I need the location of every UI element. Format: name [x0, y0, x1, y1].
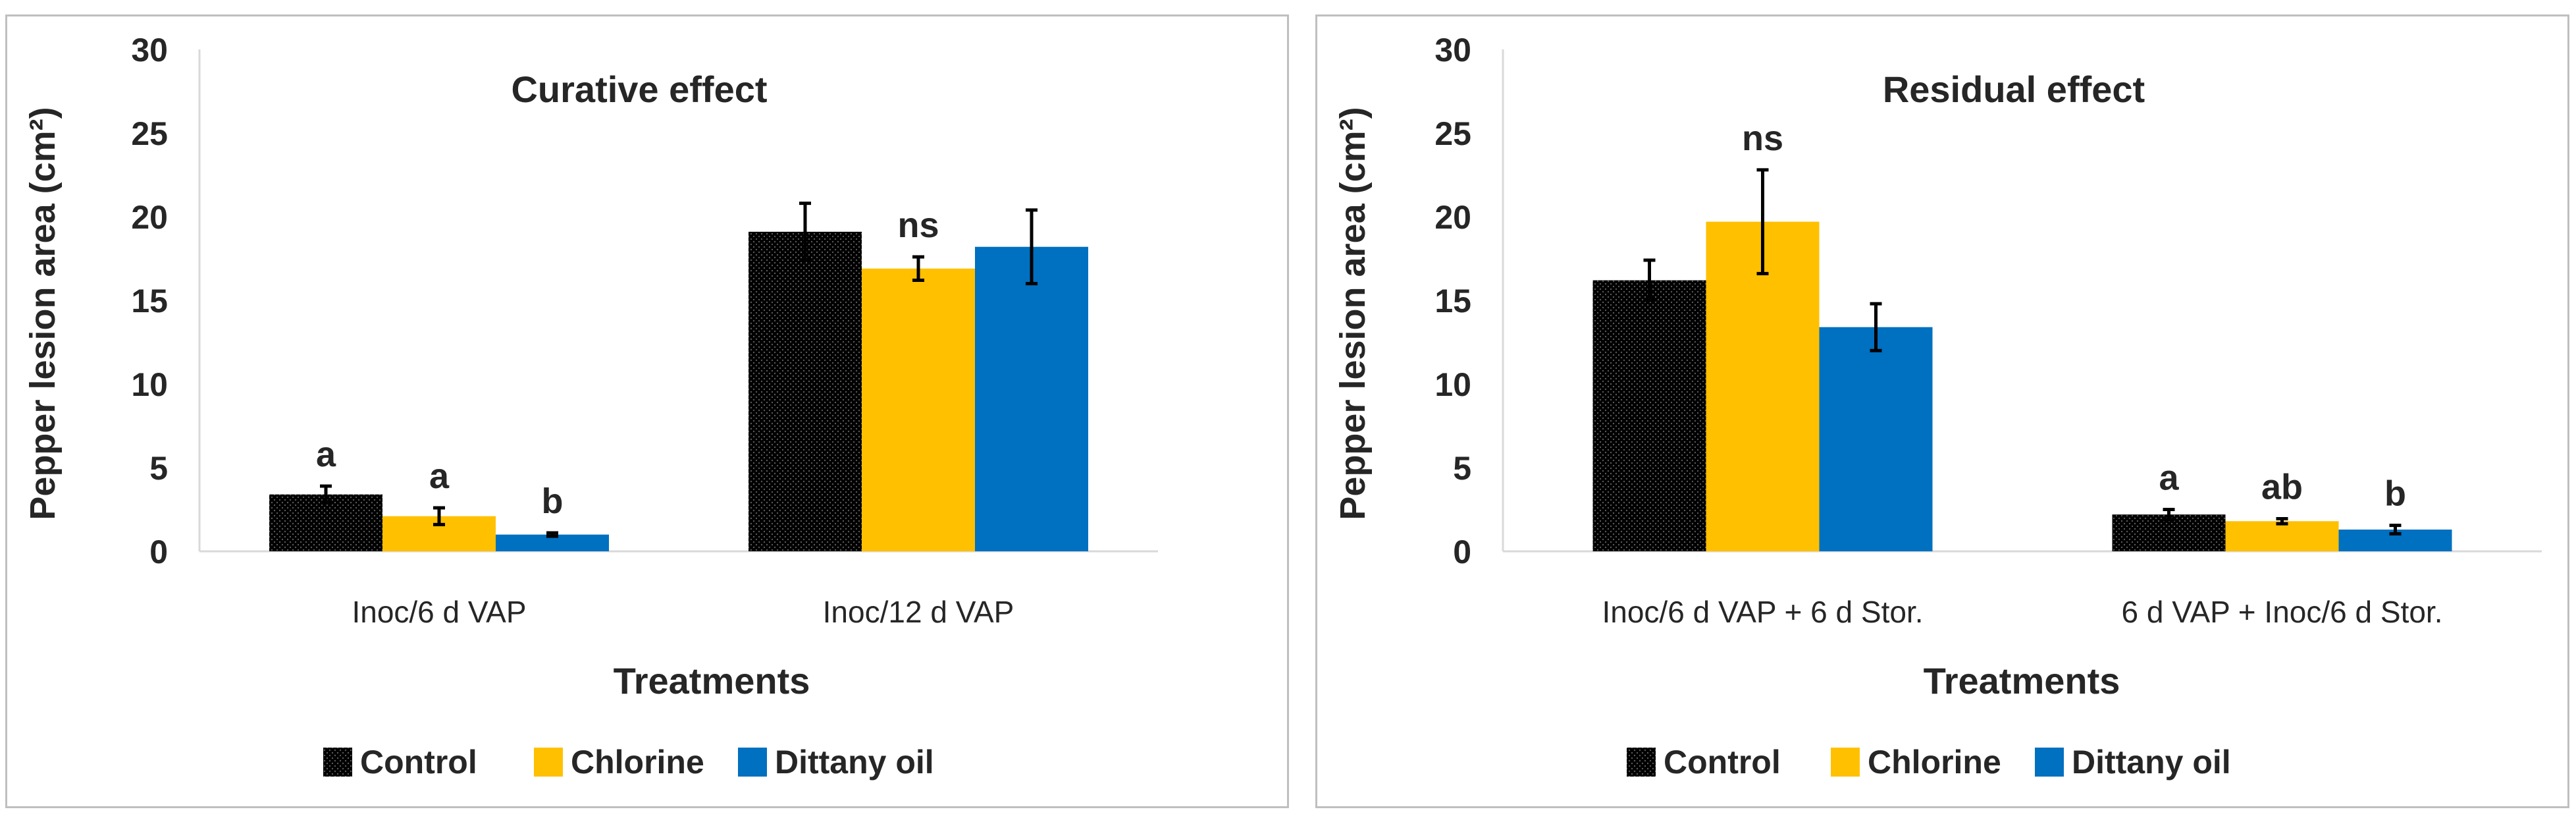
bar-dittany-oil — [975, 246, 1088, 551]
legend-label-chlorine: Chlorine — [1868, 744, 2001, 781]
significance-label: ab — [2261, 467, 2303, 507]
bar-chlorine — [862, 268, 975, 551]
legend-swatch-dittany-oil — [2035, 748, 2064, 777]
y-tick-label: 15 — [131, 283, 168, 319]
significance-label: ns — [1742, 119, 1783, 158]
y-tick-label: 0 — [1453, 534, 1471, 570]
y-tick-label: 20 — [131, 199, 168, 236]
legend-swatch-control — [323, 748, 352, 777]
significance-label: a — [2159, 458, 2179, 498]
significance-label: a — [316, 435, 336, 474]
x-tick-label: Inoc/6 d VAP — [352, 595, 526, 629]
chart-residual: Residual effect 0 5 10 15 20 25 30 Pepper lesion… — [1333, 32, 2542, 781]
y-axis-label: Pepper lesion area (cm²) — [23, 107, 63, 520]
significance-label: a — [429, 456, 450, 496]
y-tick-label: 10 — [1434, 366, 1471, 403]
y-tick-label: 20 — [1434, 199, 1471, 236]
y-tick-label: 10 — [131, 366, 168, 403]
y-tick-label: 0 — [149, 534, 168, 570]
bar-chlorine — [1706, 221, 1820, 551]
y-tick-label: 25 — [1434, 115, 1471, 152]
y-tick-label: 15 — [1434, 283, 1471, 319]
legend-label-control: Control — [1664, 744, 1781, 781]
legend-swatch-chlorine — [534, 748, 563, 777]
significance-label: b — [2384, 474, 2406, 514]
y-axis-label: Pepper lesion area (cm²) — [1333, 107, 1373, 520]
x-tick-label: Inoc/12 d VAP — [823, 595, 1014, 629]
x-axis-label: Treatments — [614, 660, 810, 701]
legend-label-control: Control — [360, 744, 477, 781]
legend-swatch-control — [1627, 748, 1656, 777]
bar-control — [1592, 280, 1706, 551]
chart-curative: Curative effect 0 5 10 15 20 25 30 Pepper lesion… — [23, 32, 1158, 781]
y-tick-label: 5 — [1453, 450, 1471, 487]
x-axis-label: Treatments — [1924, 660, 2120, 701]
y-tick-label: 25 — [131, 115, 168, 152]
chart-title: Residual effect — [1883, 69, 2145, 110]
x-tick-label: 6 d VAP + Inoc/6 d Stor. — [2121, 595, 2442, 629]
x-tick-label: Inoc/6 d VAP + 6 d Stor. — [1602, 595, 1923, 629]
y-tick-label: 5 — [149, 450, 168, 487]
legend-label-dittany-oil: Dittany oil — [2072, 744, 2231, 781]
chart-panel-residual: Residual effect 0 5 10 15 20 25 30 Pepper lesion… — [1315, 14, 2569, 808]
chart-title: Curative effect — [511, 69, 767, 110]
bar-control — [749, 231, 862, 551]
y-tick-label: 30 — [131, 32, 168, 69]
legend-swatch-chlorine — [1831, 748, 1860, 777]
y-tick-label: 30 — [1434, 32, 1471, 69]
legend-label-chlorine: Chlorine — [571, 744, 704, 781]
bar-chlorine — [2225, 521, 2339, 551]
bar-dittany-oil — [1819, 327, 1933, 551]
legend-swatch-dittany-oil — [738, 748, 767, 777]
chart-panel-curative: Curative effect 0 5 10 15 20 25 30 Pepper lesion… — [5, 14, 1289, 808]
legend-label-dittany-oil: Dittany oil — [775, 744, 934, 781]
significance-label: ns — [897, 206, 939, 245]
significance-label: b — [542, 481, 564, 521]
